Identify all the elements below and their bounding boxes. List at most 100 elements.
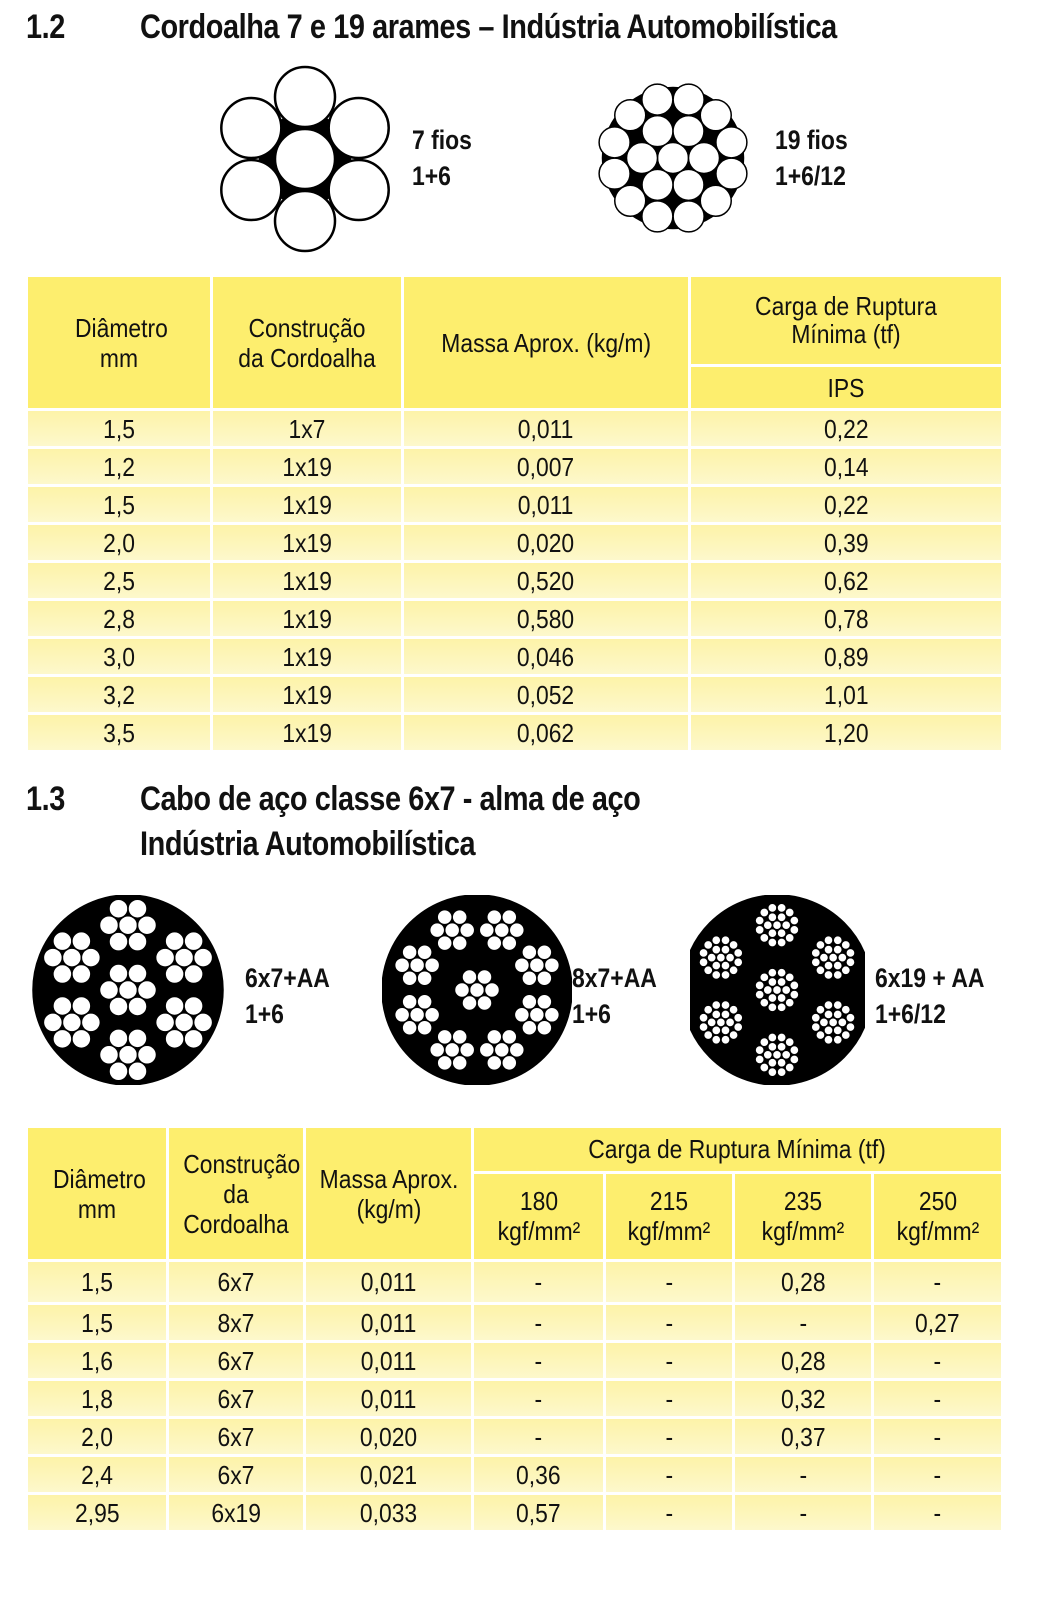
wire <box>127 898 148 919</box>
wire <box>840 1004 852 1016</box>
wire <box>762 919 774 931</box>
table-cell: 2,0 <box>28 1419 166 1454</box>
table-cell: - <box>474 1262 603 1302</box>
wire <box>108 963 129 984</box>
table-row: 2,0 1x19 0,020 0,39 <box>28 525 1001 560</box>
wire <box>486 1028 503 1046</box>
wire <box>393 956 411 974</box>
wire <box>423 956 441 974</box>
wire <box>754 1054 766 1065</box>
table-cell: 2,95 <box>28 1495 166 1530</box>
wire <box>416 943 433 961</box>
wire <box>767 902 778 914</box>
wire <box>724 952 736 963</box>
wire <box>776 902 787 914</box>
wire <box>164 963 185 985</box>
table-cell: 1,01 <box>691 677 1001 712</box>
wire <box>810 956 822 968</box>
wire <box>840 964 852 976</box>
wire <box>845 947 856 959</box>
wire <box>754 980 766 991</box>
table-cell: 0,011 <box>306 1262 471 1302</box>
table-cell: 6x7 <box>169 1419 303 1454</box>
wire <box>832 999 844 1011</box>
wire <box>758 971 770 983</box>
table-cell: 6x7 <box>169 1457 303 1492</box>
wire <box>423 1006 441 1024</box>
wire <box>52 963 73 985</box>
table-cell: 2,4 <box>28 1457 166 1492</box>
wire <box>702 939 714 951</box>
wire <box>776 1032 787 1043</box>
section-title: Cabo de aço classe 6x7 - alma de aço <box>140 780 641 818</box>
table-cell: 3,0 <box>28 639 210 674</box>
wire <box>672 114 705 148</box>
wire <box>401 1019 418 1037</box>
wire <box>183 995 204 1017</box>
wire <box>840 939 852 951</box>
wire <box>478 1041 496 1059</box>
table-cell: 0,37 <box>735 1419 871 1454</box>
wire <box>543 1006 561 1024</box>
wire <box>767 1032 778 1043</box>
wire <box>327 96 390 160</box>
table-cell: 2,0 <box>28 525 210 560</box>
table-cell: 1,5 <box>28 1262 166 1302</box>
wire <box>784 932 796 944</box>
table-cell: - <box>874 1495 1001 1530</box>
table-cell: 2,8 <box>28 601 210 636</box>
wire <box>401 969 418 987</box>
wire <box>154 947 176 968</box>
wire <box>784 1062 796 1073</box>
wire <box>832 934 844 946</box>
wire <box>614 99 647 132</box>
section-title: Cordoalha 7 e 19 arames – Indústria Auto… <box>140 8 837 46</box>
table-row: 1,5 1x7 0,011 0,22 <box>28 411 1001 446</box>
wire <box>699 99 732 132</box>
table-cell: 0,89 <box>691 639 1001 674</box>
table-cell: 6x19 <box>169 1495 303 1530</box>
wire <box>758 932 770 944</box>
wire <box>780 1049 792 1061</box>
table-row: 3,0 1x19 0,046 0,89 <box>28 639 1001 674</box>
wire <box>784 1036 796 1048</box>
wire <box>71 930 92 952</box>
wire <box>164 995 185 1017</box>
wire <box>483 981 501 999</box>
table-cell: 0,011 <box>404 487 688 522</box>
table-cell: - <box>874 1381 1001 1416</box>
wire <box>127 996 148 1017</box>
wire <box>710 999 722 1011</box>
wire <box>762 984 774 996</box>
table-cell: 0,020 <box>404 525 688 560</box>
wire <box>71 963 92 985</box>
wire <box>476 968 493 986</box>
wire <box>614 184 647 217</box>
table-cell: - <box>735 1457 871 1492</box>
wire <box>784 907 796 918</box>
table-cell: 0,520 <box>404 563 688 598</box>
wire <box>108 1061 129 1082</box>
wire <box>436 934 453 952</box>
wire <box>416 1019 433 1037</box>
diagram-label: 6x19 + AA 1+6/12 <box>875 963 985 1029</box>
table-row: 3,2 1x19 0,052 1,01 <box>28 677 1001 712</box>
table-cell: 0,011 <box>306 1381 471 1416</box>
wire <box>136 1044 158 1066</box>
wire <box>780 919 792 931</box>
rope-6x7-diagram <box>32 895 224 1085</box>
table-cell: 1x19 <box>213 449 401 484</box>
table-row: 1,5 8x7 0,011- - -0,27 <box>28 1305 1001 1340</box>
wire <box>451 1054 468 1072</box>
wire <box>536 969 553 987</box>
wire <box>273 127 337 191</box>
wire <box>521 943 538 961</box>
table-cell: 0,007 <box>404 449 688 484</box>
wire <box>767 937 778 948</box>
wire <box>767 1066 778 1078</box>
wire <box>625 141 659 175</box>
wire <box>776 967 787 979</box>
wire <box>728 1029 739 1041</box>
table-cell: 1,5 <box>28 487 210 522</box>
table-cell: 0,62 <box>691 563 1001 598</box>
